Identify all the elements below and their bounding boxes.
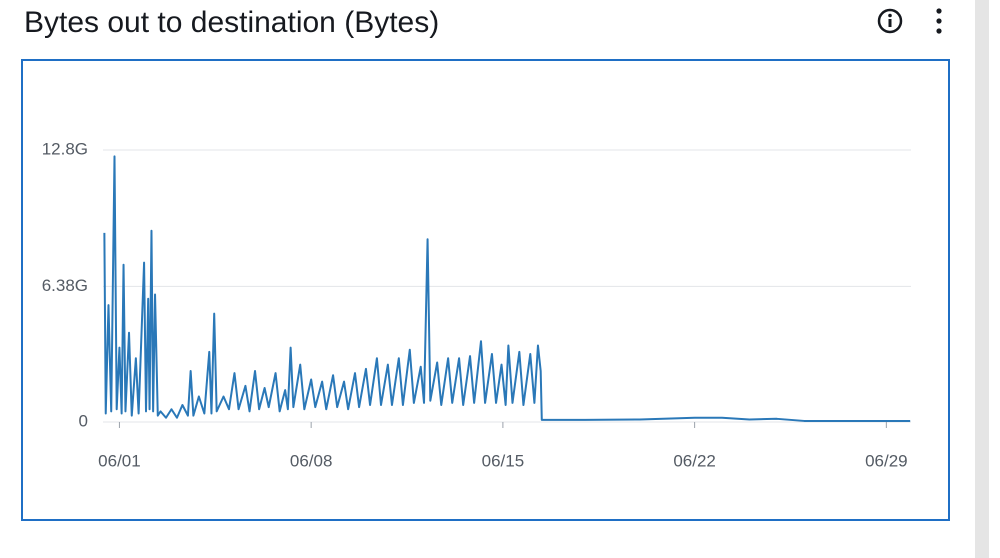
x-tick-label: 06/29 <box>865 451 908 470</box>
chart-frame <box>21 59 950 521</box>
scrollbar[interactable] <box>975 0 989 558</box>
y-tick-label: 12.8G <box>42 139 88 158</box>
x-tick-label: 06/22 <box>673 451 716 470</box>
data-line <box>103 155 911 422</box>
x-tick-label: 06/15 <box>482 451 525 470</box>
info-icon[interactable] <box>877 8 903 34</box>
y-tick-label: 0 <box>79 411 88 430</box>
plot: 0 6.38G 12.8G 06/01 06/08 06/15 06/22 06/29 <box>42 139 911 470</box>
menu-icon[interactable] <box>936 8 942 34</box>
widget-title: Bytes out to destination (Bytes) <box>24 6 439 39</box>
y-tick-label: 6.38G <box>42 276 88 295</box>
x-tick-label: 06/01 <box>98 451 141 470</box>
x-tick-label: 06/08 <box>290 451 333 470</box>
